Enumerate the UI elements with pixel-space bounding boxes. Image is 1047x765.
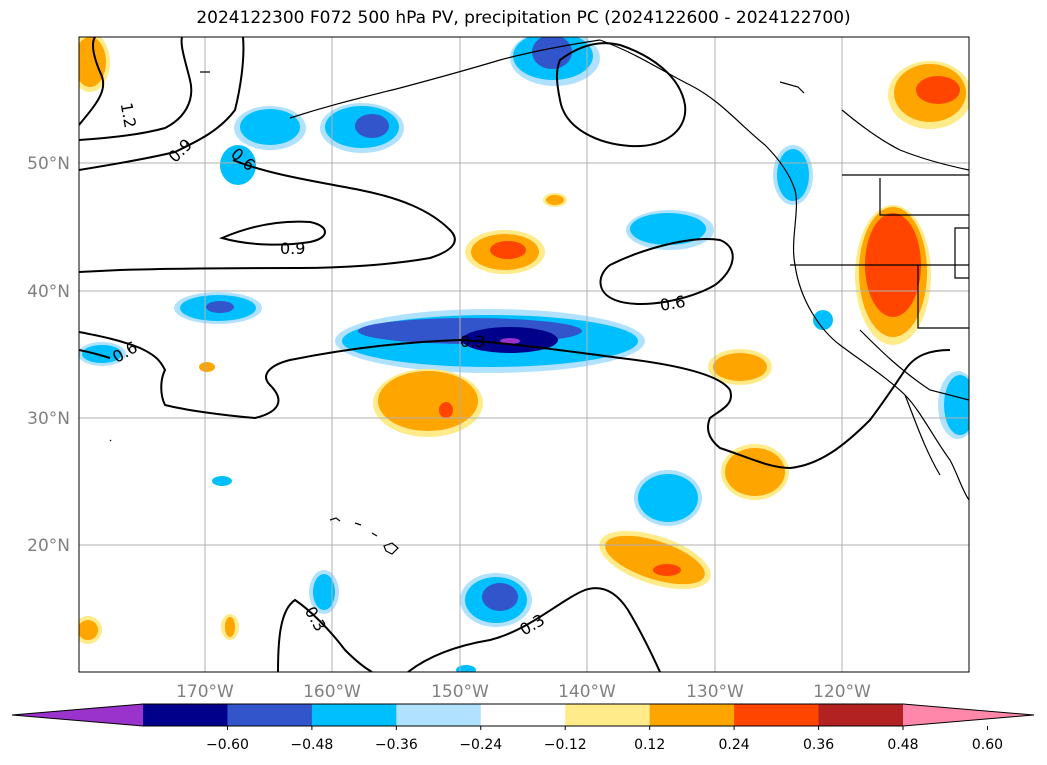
colorbar-extend-high	[903, 704, 1034, 726]
colorbar-cells	[143, 704, 904, 726]
lat-label: 30°N	[27, 409, 70, 429]
map-frame	[78, 36, 970, 673]
colorbar-tick-label: −0.36	[375, 737, 418, 753]
colorbar-ticks: −0.60 −0.48 −0.36 −0.24 −0.12 0.12 0.24 0.36 0.4…	[206, 726, 1003, 753]
colorbar-tick-label: −0.24	[459, 737, 502, 753]
colorbar-tick-label: 0.36	[803, 737, 834, 753]
map-title: 2024122300 F072 500 hPa PV, precipitatio…	[196, 8, 851, 28]
colorbar-extend-low	[12, 704, 143, 726]
colorbar-tick-label: −0.48	[290, 737, 333, 753]
contour-label: 1.2	[117, 101, 140, 129]
contour-label: 0.3	[460, 332, 485, 351]
lon-label: 160°W	[303, 682, 361, 702]
colorbar-tick-label: 0.12	[634, 737, 665, 753]
coastlines	[109, 39, 969, 555]
colorbar-cell	[818, 704, 904, 726]
lat-label: 50°N	[27, 154, 70, 174]
colorbar-cell	[227, 704, 313, 726]
lat-axis: 50°N 40°N 30°N 20°N	[27, 154, 70, 556]
lon-label: 120°W	[813, 682, 871, 702]
lat-label: 20°N	[27, 536, 70, 556]
lat-label: 40°N	[27, 282, 70, 302]
contour-label: 0.6	[658, 292, 686, 315]
colorbar-cell	[649, 704, 735, 726]
lon-label: 150°W	[431, 682, 489, 702]
colorbar-tick-label: 0.24	[719, 737, 750, 753]
colorbar-cell	[396, 704, 482, 726]
lon-label: 130°W	[686, 682, 744, 702]
colorbar-tick-label: 0.48	[887, 737, 918, 753]
colorbar-tick-label: −0.12	[544, 737, 587, 753]
colorbar-tick-label: 0.60	[972, 737, 1003, 753]
colorbar-cell	[480, 704, 566, 726]
colorbar-outline	[11, 703, 1035, 727]
colorbar-cell	[311, 704, 397, 726]
colorbar-cell	[143, 704, 228, 726]
colorbar-cell	[734, 704, 820, 726]
colorbar-tick-label: −0.60	[206, 737, 249, 753]
contour-label: 0.9	[280, 239, 305, 258]
colorbar: −0.60 −0.48 −0.36 −0.24 −0.12 0.12 0.24 0.36 0.4…	[11, 703, 1035, 753]
map-area: 1.2 0.9 0.6 0.9 0.6 0.6 0.3 0.3 0.3	[79, 37, 969, 672]
lon-label: 140°W	[558, 682, 616, 702]
colorbar-cell	[565, 704, 651, 726]
lon-axis: 170°W 160°W 150°W 140°W 130°W 120°W	[176, 682, 871, 702]
lon-label: 170°W	[176, 682, 234, 702]
pv-contours	[79, 37, 951, 672]
